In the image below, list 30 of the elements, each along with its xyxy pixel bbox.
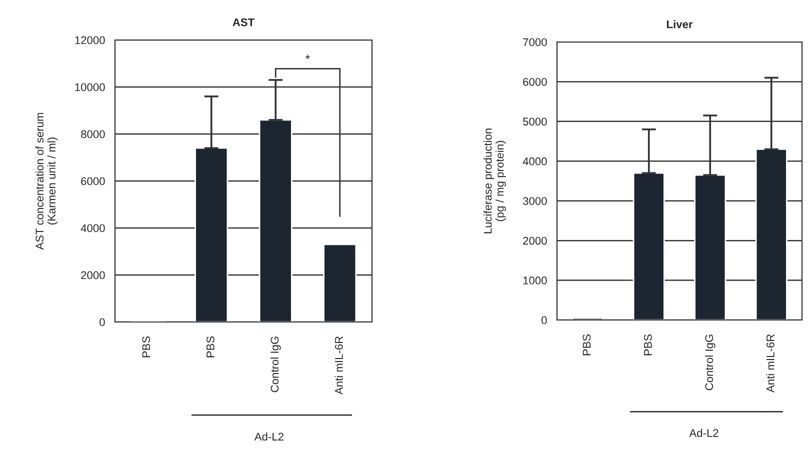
y-tick-label: 4000 (80, 224, 105, 232)
y-tick-label: 3000 (522, 197, 547, 205)
y-tick-label: 8000 (81, 130, 105, 138)
y-tick-label: 2000 (523, 236, 547, 245)
x-tick-label: Anti mIL-6R (334, 336, 343, 395)
x-tick-label: PBS (644, 334, 652, 356)
y-axis-title: AST concentration of serum (Karmen unit / ml) (35, 112, 58, 250)
x-tick-label: Anti mIL-6R (766, 334, 774, 393)
text: Ad-L2 (689, 428, 718, 437)
x-tick-label: Control IgG (270, 336, 281, 392)
x-tick-label: PBS (582, 334, 591, 356)
y-tick-label: 6000 (81, 177, 105, 186)
y-axis-title: Luciferase production (pg / mg protein) (484, 128, 506, 234)
chart-title: AST (232, 18, 254, 26)
y-tick-label: 0 (100, 318, 105, 326)
y-tick-label: 6000 (523, 78, 547, 86)
y-tick-label: 10000 (75, 83, 105, 92)
x-tick-label: PBS (206, 336, 214, 358)
y-tick-label: 0 (542, 316, 547, 324)
y-tick-label: 5000 (523, 118, 547, 126)
x-tick-label: PBS (142, 336, 150, 358)
y-tick-label: 12000 (75, 36, 105, 44)
x-tick-label: Control IgG (704, 334, 716, 390)
y-tick-label: 7000 (523, 38, 547, 46)
annotation: * (306, 54, 310, 60)
text: Ad-L2 (254, 432, 284, 441)
y-tick-label: 1000 (523, 276, 547, 284)
y-tick-label: 4000 (522, 157, 547, 166)
y-tick-label: 2000 (81, 271, 105, 280)
chart-title: Liver (666, 20, 693, 28)
